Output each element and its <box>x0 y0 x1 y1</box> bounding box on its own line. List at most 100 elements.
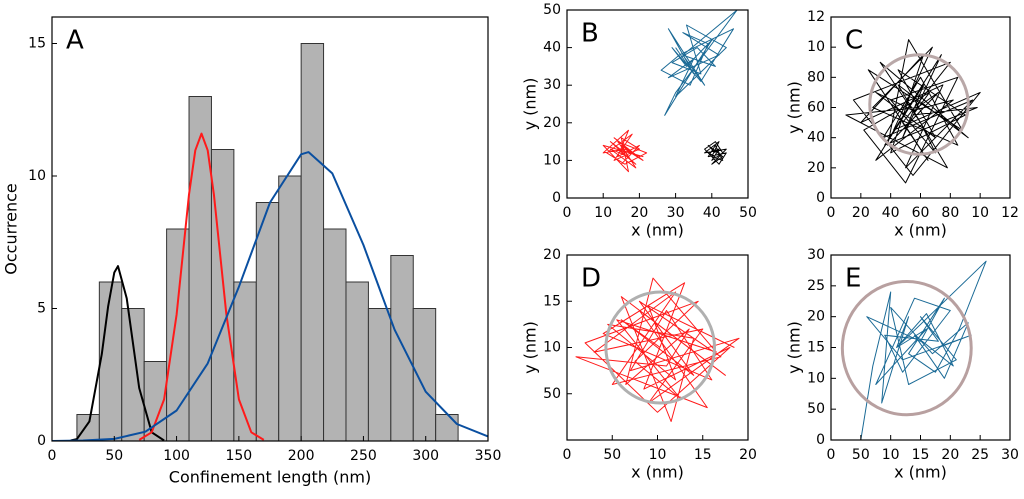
frame <box>830 16 1011 199</box>
panel-label: E <box>845 264 861 294</box>
x-tick-label: 0 <box>827 447 836 463</box>
y-tick-label: 15 <box>807 340 825 356</box>
bar <box>98 281 123 441</box>
y-tick-label: 80 <box>807 69 825 85</box>
y-axis-label: y (nm) <box>521 321 540 374</box>
x-tick-label: 25 <box>971 447 989 463</box>
y-tick-label: 10 <box>543 152 561 168</box>
x-tick-label: 100 <box>163 448 190 464</box>
trajectory <box>660 10 738 116</box>
x-tick-label: 30 <box>1001 447 1019 463</box>
trajectory <box>860 260 987 440</box>
y-tick-label: 30 <box>543 77 561 93</box>
y-tick-label: 50 <box>543 2 561 18</box>
x-tick-label: 0 <box>563 447 572 463</box>
confinement-circle <box>840 280 973 417</box>
y-tick-label: 30 <box>807 247 825 263</box>
x-tick-label: 0 <box>563 205 572 221</box>
trajectory <box>602 129 648 173</box>
x-tick-label: 10 <box>882 447 900 463</box>
y-tick-label: 12 <box>807 9 825 25</box>
y-tick-label: 0 <box>816 190 825 206</box>
panel-label: D <box>581 264 601 294</box>
y-axis-label: Occurrence <box>2 183 21 274</box>
bar <box>188 96 212 441</box>
x-tick-label: 40 <box>882 205 900 221</box>
bar <box>323 228 347 441</box>
x-tick-label: 0 <box>827 205 836 221</box>
x-tick-label: 12 <box>1001 205 1019 221</box>
y-tick-label: 15 <box>28 36 46 52</box>
x-axis-label: x (nm) <box>894 221 947 240</box>
x-tick-label: 200 <box>288 448 315 464</box>
x-axis-label: x (nm) <box>631 463 684 482</box>
y-tick-label: 20 <box>543 247 561 263</box>
y-tick-label: 10 <box>807 370 825 386</box>
y-tick-label: 50 <box>543 386 561 402</box>
plot-area <box>845 39 981 184</box>
y-tick-label: 50 <box>807 401 825 417</box>
y-tick-label: 5 <box>37 301 46 317</box>
fit-curve <box>138 132 265 441</box>
y-tick-label: 40 <box>543 40 561 56</box>
x-tick-label: 0 <box>48 448 57 464</box>
x-tick-label: 15 <box>694 447 712 463</box>
x-tick-label: 20 <box>941 447 959 463</box>
trajectory <box>845 39 981 184</box>
panel-label: A <box>66 26 84 56</box>
x-tick-label: 20 <box>630 205 648 221</box>
bar <box>300 43 325 441</box>
confinement-circle <box>868 53 970 156</box>
plot-area <box>860 260 987 440</box>
plot-area <box>602 10 738 173</box>
fit-curve <box>52 151 488 441</box>
x-tick-label: 10 <box>971 205 989 221</box>
x-tick-label: 50 <box>105 448 123 464</box>
bar <box>76 414 100 441</box>
x-tick-label: 50 <box>603 447 621 463</box>
bar <box>412 308 437 441</box>
y-axis-label: y (nm) <box>785 321 804 374</box>
frame <box>566 9 749 199</box>
x-tick-label: 15 <box>912 447 930 463</box>
y-tick-label: 40 <box>807 130 825 146</box>
x-tick-label: 50 <box>739 205 757 221</box>
bar <box>367 308 392 441</box>
x-tick-label: 50 <box>852 447 870 463</box>
bar <box>121 308 145 441</box>
trajectory <box>575 277 740 422</box>
x-tick-label: 150 <box>225 448 252 464</box>
y-tick-label: 20 <box>543 115 561 131</box>
bar <box>435 414 459 441</box>
x-tick-label: 20 <box>739 447 757 463</box>
confinement-circle <box>604 290 717 405</box>
y-tick-label: 20 <box>807 309 825 325</box>
y-tick-label: 10 <box>28 168 46 184</box>
bar <box>345 281 369 441</box>
bar <box>210 149 235 441</box>
x-tick-label: 30 <box>667 205 685 221</box>
frame <box>566 254 749 441</box>
y-tick-label: 25 <box>807 278 825 294</box>
y-tick-label: 60 <box>807 100 825 116</box>
x-tick-label: 10 <box>594 205 612 221</box>
bar <box>255 202 280 441</box>
y-axis-label: y (nm) <box>521 78 540 131</box>
panel-label: C <box>845 26 863 56</box>
x-axis-label: x (nm) <box>894 463 947 482</box>
x-tick-label: 300 <box>412 448 439 464</box>
x-tick-label: 350 <box>475 448 502 464</box>
y-tick-label: 0 <box>816 432 825 448</box>
panel-label: B <box>581 19 599 49</box>
y-axis-label: y (nm) <box>785 81 804 134</box>
frame <box>830 254 1011 441</box>
y-tick-label: 10 <box>807 39 825 55</box>
x-tick-label: 40 <box>703 205 721 221</box>
x-tick-label: 60 <box>912 205 930 221</box>
plot-area <box>52 43 488 441</box>
y-tick-label: 0 <box>552 190 561 206</box>
trajectory <box>704 141 727 165</box>
x-tick-label: 10 <box>649 447 667 463</box>
x-axis-label: Confinement length (nm) <box>169 468 371 487</box>
